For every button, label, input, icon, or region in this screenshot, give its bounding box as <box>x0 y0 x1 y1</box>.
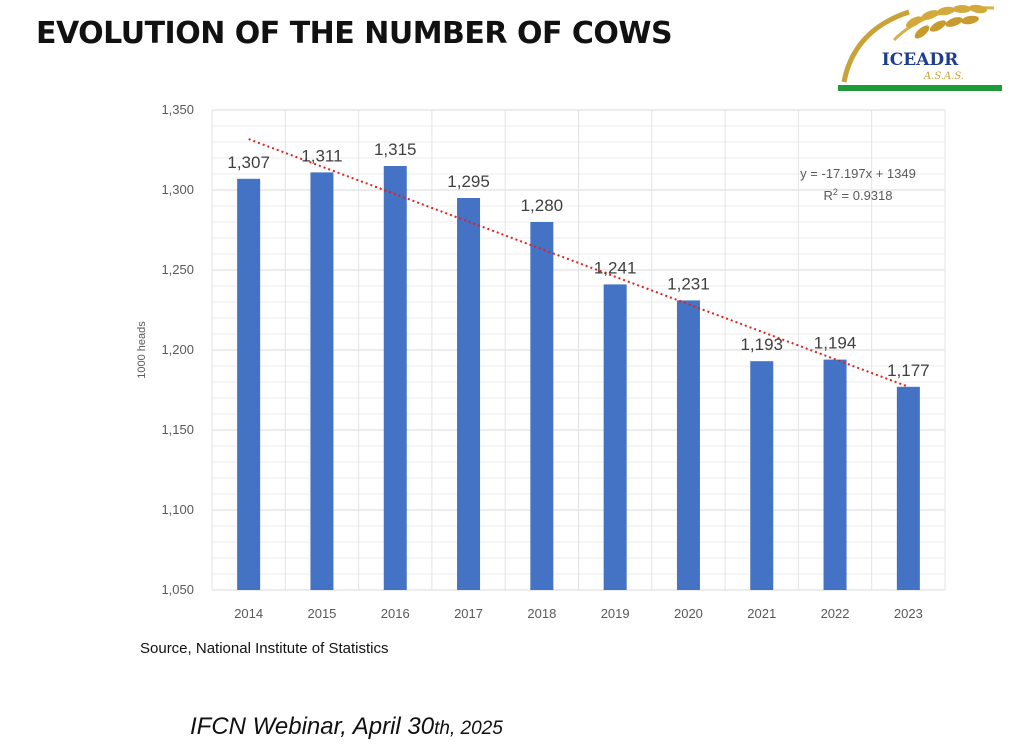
footer-suffix: th, 2025 <box>434 718 503 739</box>
y-tick-label: 1,200 <box>161 342 194 357</box>
bars <box>237 166 920 591</box>
y-axis-label: 1000 heads <box>136 321 148 379</box>
trend-r-squared: R2 = 0.9318 <box>824 187 893 203</box>
data-label: 1,295 <box>447 172 490 191</box>
data-label: 1,193 <box>740 335 783 354</box>
data-labels: 1,307 1,311 1,315 1,295 1,280 1,241 1,231 1,193… <box>227 140 929 380</box>
bar <box>823 359 847 590</box>
trend-equation: y = -17.197x + 1349 <box>800 166 916 181</box>
y-tick-label: 1,300 <box>161 182 194 197</box>
wheat-ear-icon <box>841 4 995 83</box>
y-tick-label: 1,150 <box>161 422 194 437</box>
data-label: 1,241 <box>594 258 637 277</box>
axes: 1,050 1,100 1,150 1,200 1,250 1,300 1,350 2014 2… <box>161 102 922 621</box>
bar <box>676 300 700 590</box>
bar <box>896 386 920 590</box>
y-tick-label: 1,100 <box>161 502 194 517</box>
x-tick-label: 2021 <box>747 606 776 621</box>
data-label: 1,311 <box>301 146 342 165</box>
r-squared-value: = 0.9318 <box>838 188 893 203</box>
slide-title: EVOLUTION OF THE NUMBER OF COWS <box>36 16 673 51</box>
x-tick-label: 2020 <box>674 606 703 621</box>
data-label: 1,315 <box>374 140 417 159</box>
bar <box>457 198 481 590</box>
source-note: Source, National Institute of Statistics <box>140 640 389 657</box>
x-tick-label: 2019 <box>601 606 630 621</box>
footer-note: IFCN Webinar, April 30th, 2025 <box>190 713 503 741</box>
iceadr-logo: ICEADR A.S.A.S. <box>838 4 1002 91</box>
logo-green-bar <box>838 85 1002 91</box>
y-tick-label: 1,250 <box>161 262 194 277</box>
bar <box>603 284 627 590</box>
r-squared-prefix: R <box>824 188 833 203</box>
data-label: 1,280 <box>521 196 564 215</box>
y-tick-label: 1,350 <box>161 102 194 117</box>
bar <box>530 222 554 590</box>
x-tick-label: 2015 <box>307 606 336 621</box>
x-tick-label: 2016 <box>381 606 410 621</box>
x-tick-label: 2017 <box>454 606 483 621</box>
bar <box>310 172 334 590</box>
r-squared-exp: 2 <box>833 187 838 197</box>
footer-main: IFCN Webinar, April 30 <box>190 713 435 740</box>
logo-text: ICEADR <box>882 50 959 70</box>
data-label: 1,307 <box>227 153 270 172</box>
x-tick-label: 2022 <box>821 606 850 621</box>
x-tick-label: 2023 <box>894 606 923 621</box>
data-label: 1,177 <box>887 361 930 380</box>
bar <box>750 361 774 590</box>
data-label: 1,194 <box>814 334 857 353</box>
logo-subtext: A.S.A.S. <box>923 71 964 82</box>
bar <box>237 178 261 591</box>
x-tick-label: 2018 <box>527 606 556 621</box>
data-label: 1,231 <box>667 274 710 293</box>
bar <box>383 166 407 590</box>
x-tick-label: 2014 <box>234 606 263 621</box>
gridlines <box>211 109 946 591</box>
y-tick-label: 1,050 <box>161 582 194 597</box>
